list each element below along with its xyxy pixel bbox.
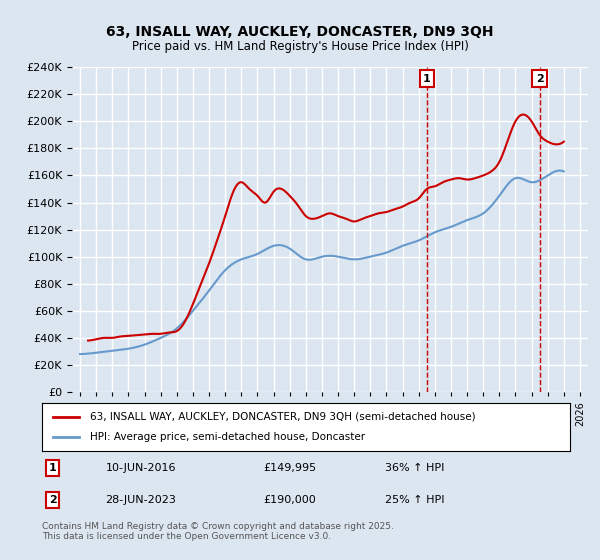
Text: 63, INSALL WAY, AUCKLEY, DONCASTER, DN9 3QH (semi-detached house): 63, INSALL WAY, AUCKLEY, DONCASTER, DN9 … (89, 412, 475, 422)
Text: HPI: Average price, semi-detached house, Doncaster: HPI: Average price, semi-detached house,… (89, 432, 365, 442)
Text: 25% ↑ HPI: 25% ↑ HPI (385, 495, 445, 505)
Text: 63, INSALL WAY, AUCKLEY, DONCASTER, DN9 3QH: 63, INSALL WAY, AUCKLEY, DONCASTER, DN9 … (106, 25, 494, 39)
Text: Price paid vs. HM Land Registry's House Price Index (HPI): Price paid vs. HM Land Registry's House … (131, 40, 469, 53)
Text: 1: 1 (49, 463, 56, 473)
Text: Contains HM Land Registry data © Crown copyright and database right 2025.
This d: Contains HM Land Registry data © Crown c… (42, 522, 394, 542)
Text: 36% ↑ HPI: 36% ↑ HPI (385, 463, 445, 473)
Text: 2: 2 (49, 495, 56, 505)
Text: 28-JUN-2023: 28-JUN-2023 (106, 495, 176, 505)
Text: 1: 1 (423, 74, 431, 83)
Text: 2: 2 (536, 74, 544, 83)
Text: £149,995: £149,995 (264, 463, 317, 473)
Text: 10-JUN-2016: 10-JUN-2016 (106, 463, 176, 473)
Text: £190,000: £190,000 (264, 495, 317, 505)
